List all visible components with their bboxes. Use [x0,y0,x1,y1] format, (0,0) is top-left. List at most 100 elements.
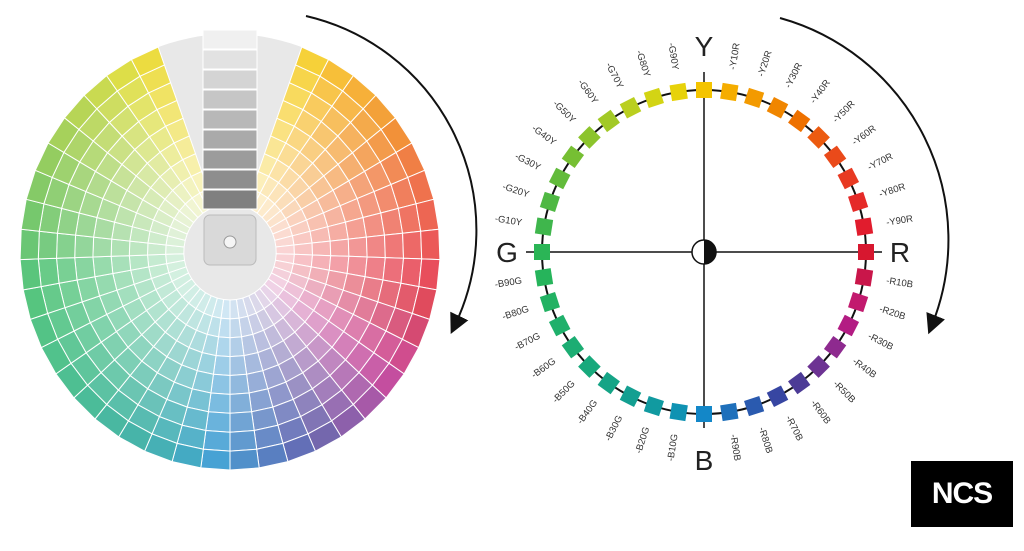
axis-label-r: R [890,237,910,268]
center-symbol [691,239,717,265]
hue-swatch [643,396,664,417]
fan-chip [229,336,245,358]
hue-label: -B80G [501,304,531,323]
fan-chip [275,244,295,255]
fan-chip [205,411,231,433]
hue-swatch [534,217,554,236]
hue-label: -R70B [783,414,805,443]
hue-label: -Y90R [885,213,913,228]
fan-chip [19,228,40,261]
fan-chip [329,238,350,257]
hue-label: -G90Y [665,42,680,71]
fan-chip [210,373,231,395]
fan-grey-chip [202,169,258,190]
hue-swatch [619,96,642,119]
hue-label: -R90B [727,433,742,461]
hue-label: -B20G [633,426,652,456]
fan-chip [311,240,332,257]
hue-label: -Y60R [850,123,878,148]
ncs-logo: NCS [911,461,1013,527]
hue-label: -G30Y [513,151,543,174]
fan-chip [382,257,405,284]
hue-label: -B70G [513,331,542,353]
hue-label: -R20B [878,304,907,323]
hue-swatch [854,217,874,236]
fan-chip [37,257,60,288]
hue-swatch [534,244,550,260]
fan-chip [55,232,77,259]
hue-label: -R10B [885,275,913,290]
hue-label: -B50G [550,378,577,405]
fan-chip [229,392,253,414]
fan-chip [202,429,231,452]
fan-chip [293,242,314,256]
hue-swatch [597,371,620,395]
fan-grey-chip [202,189,258,210]
hue-label: -R50B [831,379,858,406]
fan-chip [20,198,45,232]
hue-swatch [548,314,571,337]
hue-swatch [848,292,869,313]
fan-chip [229,448,260,471]
hue-label: -R60B [808,398,833,426]
hue-swatch [837,167,860,190]
fan-chip [74,234,95,259]
hue-swatch [766,385,789,408]
hue-label: -G80Y [633,49,652,79]
hue-label: -G70Y [603,61,626,91]
fan-chip [400,257,423,288]
fan-chip [347,236,368,258]
hue-swatch [561,145,585,168]
hue-label: -Y70R [866,151,895,173]
axis-label-y: Y [695,31,714,62]
fan-chip [19,258,42,291]
color-fan-deck [19,29,441,471]
hue-label: -Y10R [727,42,742,70]
fan-grey-chip [202,69,258,90]
hue-label: -B30G [603,414,625,443]
fan-chip [229,373,250,395]
fan-grey-chip [202,149,258,170]
fan-chip [402,230,423,260]
axis-label-b: B [695,445,714,476]
hue-swatch [766,96,789,119]
hue-swatch [837,314,860,337]
hue-label: -B40G [575,398,600,427]
fan-chip [418,258,441,291]
hue-swatch [669,402,688,422]
hue-swatch [696,406,712,422]
hue-swatch [539,191,560,212]
fan-chip [383,232,405,259]
fan-chip [74,256,96,281]
hue-label: -B10G [665,433,680,462]
hue-swatch [823,145,847,168]
axis-label-g: G [496,237,518,268]
hue-swatch [823,336,847,359]
hue-swatch [619,385,642,408]
fan-grey-chip [202,29,258,50]
hue-label: -G50Y [550,98,578,126]
hue-swatch [720,402,739,422]
fan-chip [128,254,150,271]
fan-chip [415,198,440,232]
hue-swatch [848,191,869,212]
fan-grey-chip [202,89,258,110]
hue-label: -Y80R [878,181,907,200]
fan-grey-chip [202,129,258,150]
ncs-logo-text: NCS [931,477,993,510]
fan-chip [92,236,113,258]
hue-swatch [534,268,554,287]
hue-swatch [561,336,585,359]
hue-swatch [858,244,874,260]
fan-chip [55,257,78,284]
fan-chip [37,230,58,260]
fan-rotation-arrow [305,15,478,335]
fan-chip [207,392,231,414]
hue-swatch [788,109,811,133]
hue-swatch [744,396,765,417]
hue-label: -Y20R [756,49,775,78]
fan-chip [364,256,386,281]
fan-chip [229,429,258,452]
hue-swatch [744,87,765,108]
